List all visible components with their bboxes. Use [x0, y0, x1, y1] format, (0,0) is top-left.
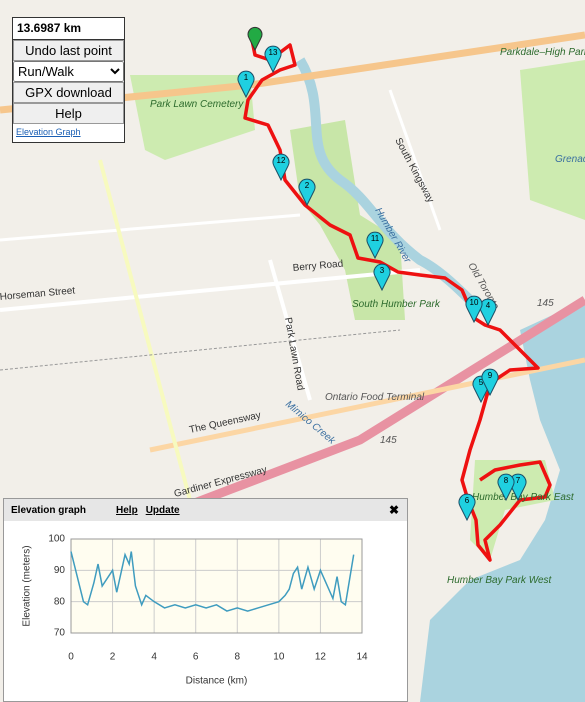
marker-pin [465, 295, 483, 324]
highway [148, 296, 585, 525]
road [268, 259, 312, 401]
marker-pin [366, 231, 384, 260]
map-label: Ontario Food Terminal [325, 392, 425, 403]
marker-pin [272, 153, 290, 182]
marker-label: 13 [269, 48, 278, 57]
panel-header: Elevation graph Help Update ✖ [4, 499, 407, 521]
x-axis-label: Distance (km) [186, 676, 248, 687]
park [520, 60, 585, 220]
update-link[interactable]: Update [145, 504, 180, 516]
elevation-panel: Elevation graph Help Update ✖ 70 80 90 100 0… [3, 498, 408, 702]
close-button[interactable]: ✖ [388, 503, 399, 517]
y-axis-label: Elevation (meters) [22, 545, 33, 626]
x-tick-label: 10 [273, 652, 285, 663]
road [0, 268, 421, 312]
railway [0, 329, 401, 371]
marker-label: 12 [277, 156, 286, 165]
x-tick-label: 0 [68, 652, 74, 663]
x-tick-label: 14 [356, 652, 368, 663]
marker-label: 11 [371, 234, 380, 243]
route [243, 39, 552, 562]
undo-button[interactable]: Undo last point [13, 40, 124, 61]
marker-pin [264, 45, 282, 74]
marker-pin [237, 70, 255, 99]
marker-label: 4 [486, 301, 491, 310]
start-marker [247, 26, 263, 52]
controls: 13.6987 km Undo last point Run/Walk GPX … [12, 17, 125, 143]
marker-label: 8 [504, 476, 509, 485]
marker-label: 7 [516, 476, 521, 485]
y-tick-label: 100 [48, 534, 65, 545]
marker-pin [497, 473, 515, 502]
panel-title: Elevation graph [11, 504, 87, 516]
road [98, 159, 192, 501]
marker-label: 10 [470, 298, 479, 307]
map-label: Parkdale–High Park [500, 47, 585, 58]
mode-select[interactable]: Run/Walk [13, 61, 124, 82]
marker-pin [298, 178, 316, 207]
map-label: Grenadier Pond [555, 154, 585, 165]
marker-label: 1 [244, 73, 249, 82]
map-label: 145 [380, 435, 397, 446]
road [0, 213, 301, 242]
marker-pin [458, 493, 476, 522]
marker-label: 5 [479, 378, 484, 387]
elevation-chart: 70 80 90 100 0 2 4 6 8 10 12 14 Distance (km) Elevati… [22, 534, 368, 687]
marker-label: 3 [380, 266, 385, 275]
lake [420, 300, 585, 702]
marker-pin [373, 263, 391, 292]
y-tick-label: 70 [54, 628, 66, 639]
marker-pin [481, 368, 499, 397]
x-tick-label: 2 [110, 652, 116, 663]
road [149, 357, 585, 453]
x-tick-label: 8 [235, 652, 241, 663]
plot-background [71, 539, 362, 633]
map-label: Berry Road [292, 259, 343, 274]
elevation-link[interactable]: Elevation Graph [16, 127, 81, 137]
help-link[interactable]: Help [116, 504, 138, 516]
gpx-button[interactable]: GPX download [13, 82, 124, 103]
y-tick-label: 90 [54, 565, 66, 576]
road [388, 89, 442, 231]
map-label: South Humber Park [352, 299, 441, 310]
map-label: Humber Bay Park West [447, 575, 553, 586]
map-label: Park Lawn Cemetery [150, 99, 244, 110]
marker-label: 9 [488, 371, 493, 380]
marker-label: 2 [305, 181, 310, 190]
x-tick-label: 4 [151, 652, 157, 663]
distance: 13.6987 km [13, 18, 124, 40]
map-label: 145 [537, 298, 554, 309]
help-button[interactable]: Help [13, 103, 124, 124]
river [295, 57, 484, 314]
elevation-line [70, 551, 355, 612]
y-tick-label: 80 [54, 596, 66, 607]
x-tick-label: 12 [315, 652, 327, 663]
marker-label: 6 [465, 496, 470, 505]
plot-frame [70, 538, 363, 634]
map-label: Humber Bay Park East [472, 492, 575, 503]
x-tick-label: 6 [193, 652, 199, 663]
